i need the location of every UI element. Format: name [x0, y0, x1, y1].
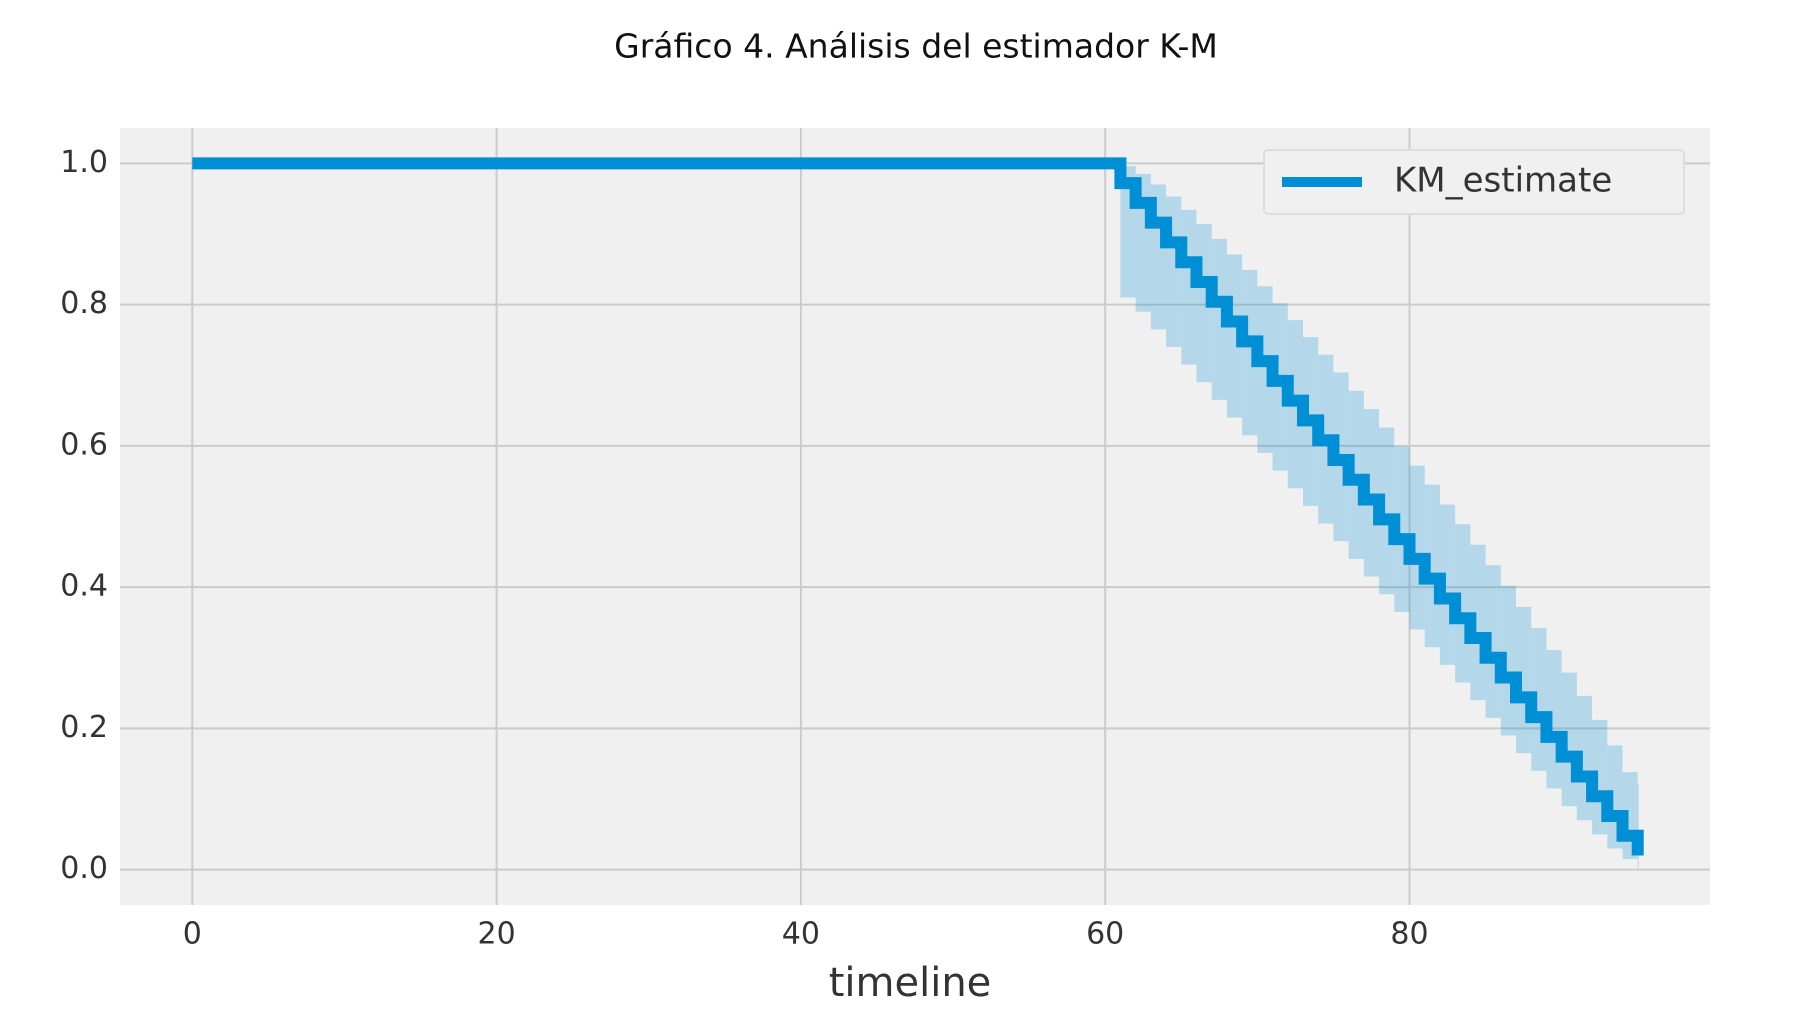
confidence-band [1424, 484, 1440, 648]
confidence-band [1363, 409, 1380, 577]
y-tick-label: 0.4 [60, 569, 108, 604]
x-tick-label: 20 [477, 917, 515, 952]
plot-area [120, 128, 1710, 905]
x-tick-label: 60 [1086, 917, 1124, 952]
legend-box [1263, 149, 1685, 215]
y-tick-label: 0.6 [60, 427, 108, 462]
confidence-band [1272, 303, 1288, 471]
legend-label: KM_estimate [1394, 161, 1612, 201]
confidence-band [1409, 465, 1425, 630]
confidence-band [1379, 427, 1395, 595]
confidence-band [1226, 254, 1243, 418]
x-tick-label: 40 [782, 917, 820, 952]
confidence-band [1394, 446, 1410, 612]
chart-title: Gráfico 4. Análisis del estimador K-M [614, 27, 1218, 66]
confidence-band [1637, 784, 1639, 869]
x-tick-label: 0 [183, 917, 202, 952]
y-tick-label: 0.0 [60, 851, 108, 886]
confidence-band [1257, 286, 1273, 453]
y-tick-label: 0.2 [60, 710, 108, 745]
km-line [192, 157, 1644, 856]
y-tick-label: 0.8 [60, 286, 108, 321]
confidence-band [1439, 504, 1456, 665]
y-tick-label: 1.0 [60, 145, 108, 180]
x-axis-label: timeline [829, 960, 992, 1006]
confidence-band [1242, 269, 1258, 436]
x-tick-label: 80 [1390, 917, 1428, 952]
